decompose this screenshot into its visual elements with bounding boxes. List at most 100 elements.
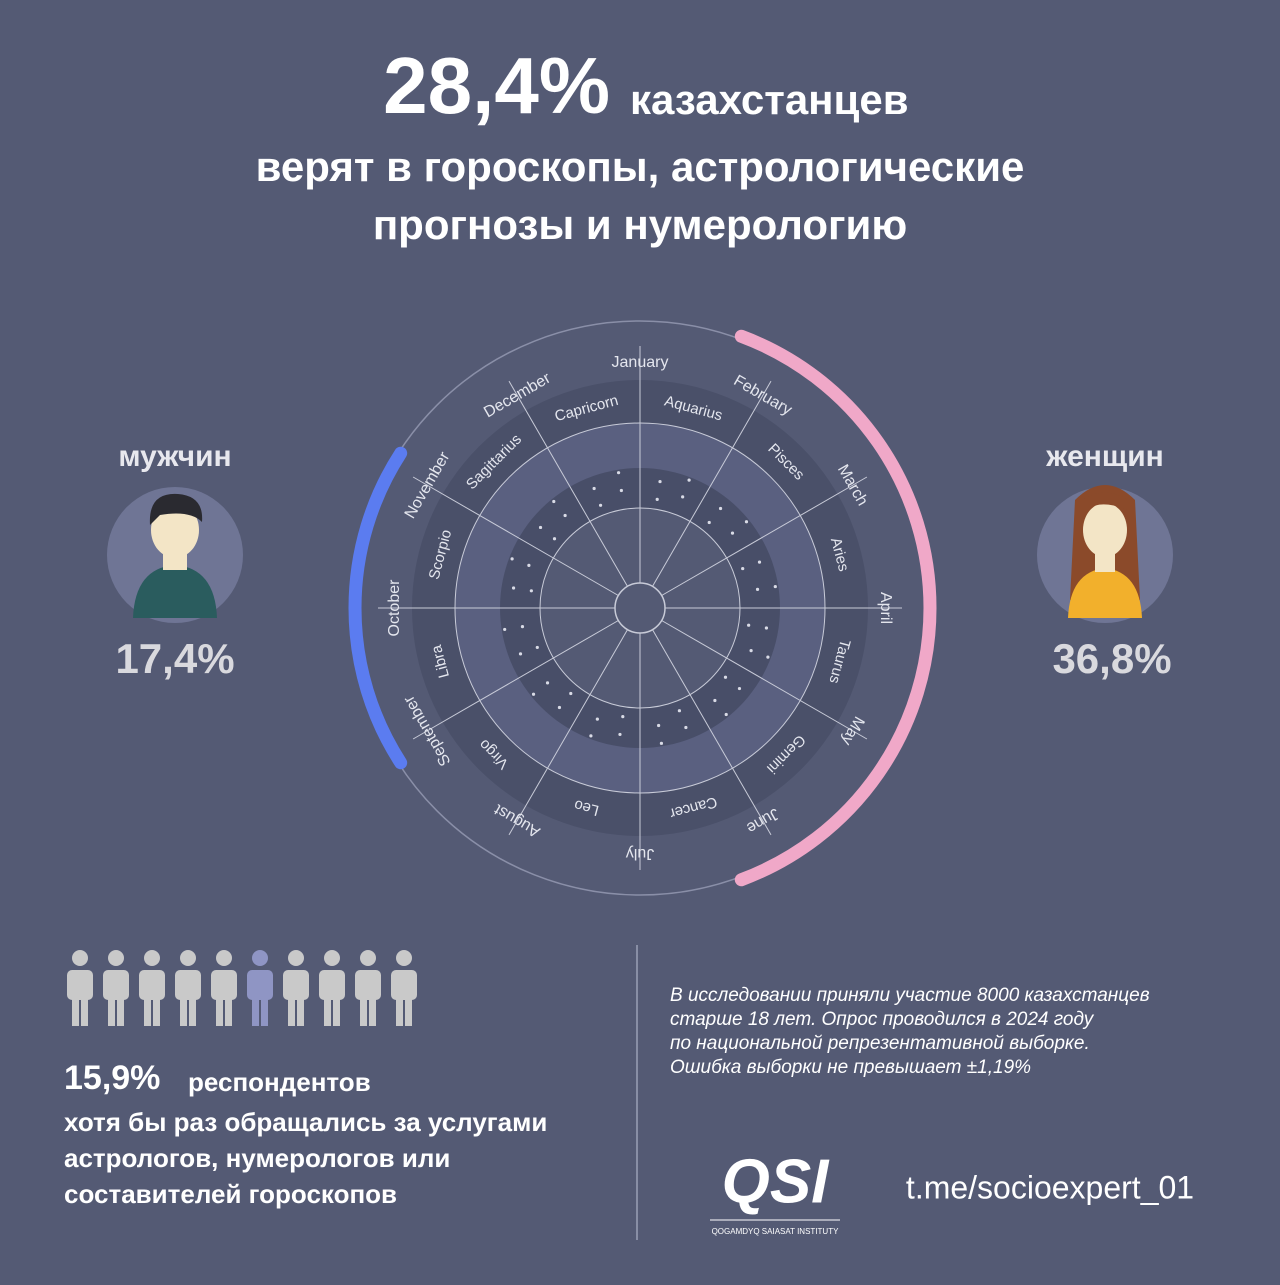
star — [687, 478, 691, 482]
star — [718, 506, 723, 511]
person-head — [72, 950, 88, 966]
person-leg — [225, 996, 232, 1026]
star — [658, 479, 662, 484]
star — [681, 495, 685, 499]
person-leg — [153, 996, 160, 1026]
star — [518, 652, 523, 656]
sector-line — [508, 380, 628, 587]
logo: QSI — [722, 1147, 831, 1216]
star — [545, 681, 550, 685]
star — [741, 566, 745, 571]
subtitle-line: верят в гороскопы, астрологические — [256, 143, 1025, 190]
star — [503, 627, 507, 632]
star — [563, 513, 567, 518]
link: t.me/socioexpert_01 — [906, 1169, 1194, 1205]
star — [755, 587, 760, 591]
note-line: В исследовании приняли участие 8000 каза… — [670, 985, 1150, 1006]
star — [538, 525, 543, 530]
wheel-label: Leo — [572, 796, 601, 819]
note-line: Ошибка выборки не превышает ±1,19% — [670, 1057, 1031, 1078]
subtitle-line: прогнозы и нумерологию — [373, 201, 907, 248]
zodiac-wheel: JanuaryFebruaryMarchAprilMayJuneJulyAugu… — [348, 320, 937, 896]
person-body — [67, 970, 93, 1000]
respondents-value: 15,9% — [64, 1059, 160, 1097]
person-body — [175, 970, 201, 1000]
avatar-body — [1068, 568, 1142, 618]
person-body — [283, 970, 309, 1000]
avatar-fringe — [1082, 492, 1128, 520]
person-leg — [288, 996, 295, 1026]
respondents-line: составителей гороскопов — [64, 1179, 397, 1209]
star — [557, 705, 562, 710]
gender-label: мужчин — [118, 440, 231, 473]
star — [723, 675, 728, 679]
star — [589, 734, 593, 738]
sector-line — [652, 380, 772, 587]
star — [569, 691, 573, 696]
star — [510, 557, 514, 561]
person-body — [391, 970, 417, 1000]
gender-value: 17,4% — [115, 635, 234, 682]
person-leg — [405, 996, 412, 1026]
gender-label: женщин — [1045, 440, 1164, 473]
sector-line — [412, 476, 619, 596]
star — [749, 649, 753, 653]
wheel-label: April — [877, 592, 894, 624]
person-leg — [261, 996, 268, 1026]
sector-line — [508, 629, 628, 836]
person-body — [139, 970, 165, 1000]
person-head — [324, 950, 340, 966]
star — [511, 586, 516, 590]
star — [520, 625, 525, 629]
star — [724, 712, 728, 717]
star — [527, 563, 531, 567]
person-leg — [333, 996, 340, 1026]
person-head — [108, 950, 124, 966]
sector-line — [661, 476, 868, 596]
people-icons — [67, 950, 417, 1026]
person-leg — [324, 996, 331, 1026]
star — [657, 723, 661, 728]
avatar-hair — [149, 493, 203, 525]
gender-arc — [348, 446, 408, 770]
person-leg — [81, 996, 88, 1026]
gender-value: 36,8% — [1052, 635, 1171, 682]
wheel-label: October — [386, 579, 403, 637]
person-leg — [108, 996, 115, 1026]
person-leg — [396, 996, 403, 1026]
person-leg — [144, 996, 151, 1026]
star — [655, 497, 659, 501]
star — [737, 686, 742, 691]
person-head — [216, 950, 232, 966]
sector-line — [652, 629, 772, 836]
person-leg — [189, 996, 196, 1026]
star — [757, 560, 762, 564]
star — [552, 499, 556, 504]
person-leg — [72, 996, 79, 1026]
respondents-line: астрологов, нумерологов или — [64, 1143, 450, 1173]
headline-value: 28,4% — [383, 41, 610, 130]
person-body — [247, 970, 273, 1000]
person-head — [288, 950, 304, 966]
avatar-face — [1083, 503, 1127, 557]
person-body — [211, 970, 237, 1000]
wheel-label: January — [612, 354, 669, 371]
person-leg — [369, 996, 376, 1026]
center — [614, 582, 666, 634]
star — [677, 709, 682, 713]
person-body — [103, 970, 129, 1000]
respondents-line: хотя бы раз обращались за услугами — [64, 1107, 547, 1137]
star — [766, 655, 770, 659]
star — [529, 589, 533, 593]
person-leg — [117, 996, 124, 1026]
star — [598, 503, 603, 507]
star — [531, 692, 536, 696]
person-head — [180, 950, 196, 966]
person-leg — [252, 996, 259, 1026]
star — [595, 717, 599, 721]
logo-subtitle: QOGAMDYQ SAIASAT INSTITUTY — [712, 1227, 839, 1236]
respondents-text: респондентов — [188, 1067, 371, 1097]
person-head — [252, 950, 268, 966]
star — [730, 531, 735, 535]
